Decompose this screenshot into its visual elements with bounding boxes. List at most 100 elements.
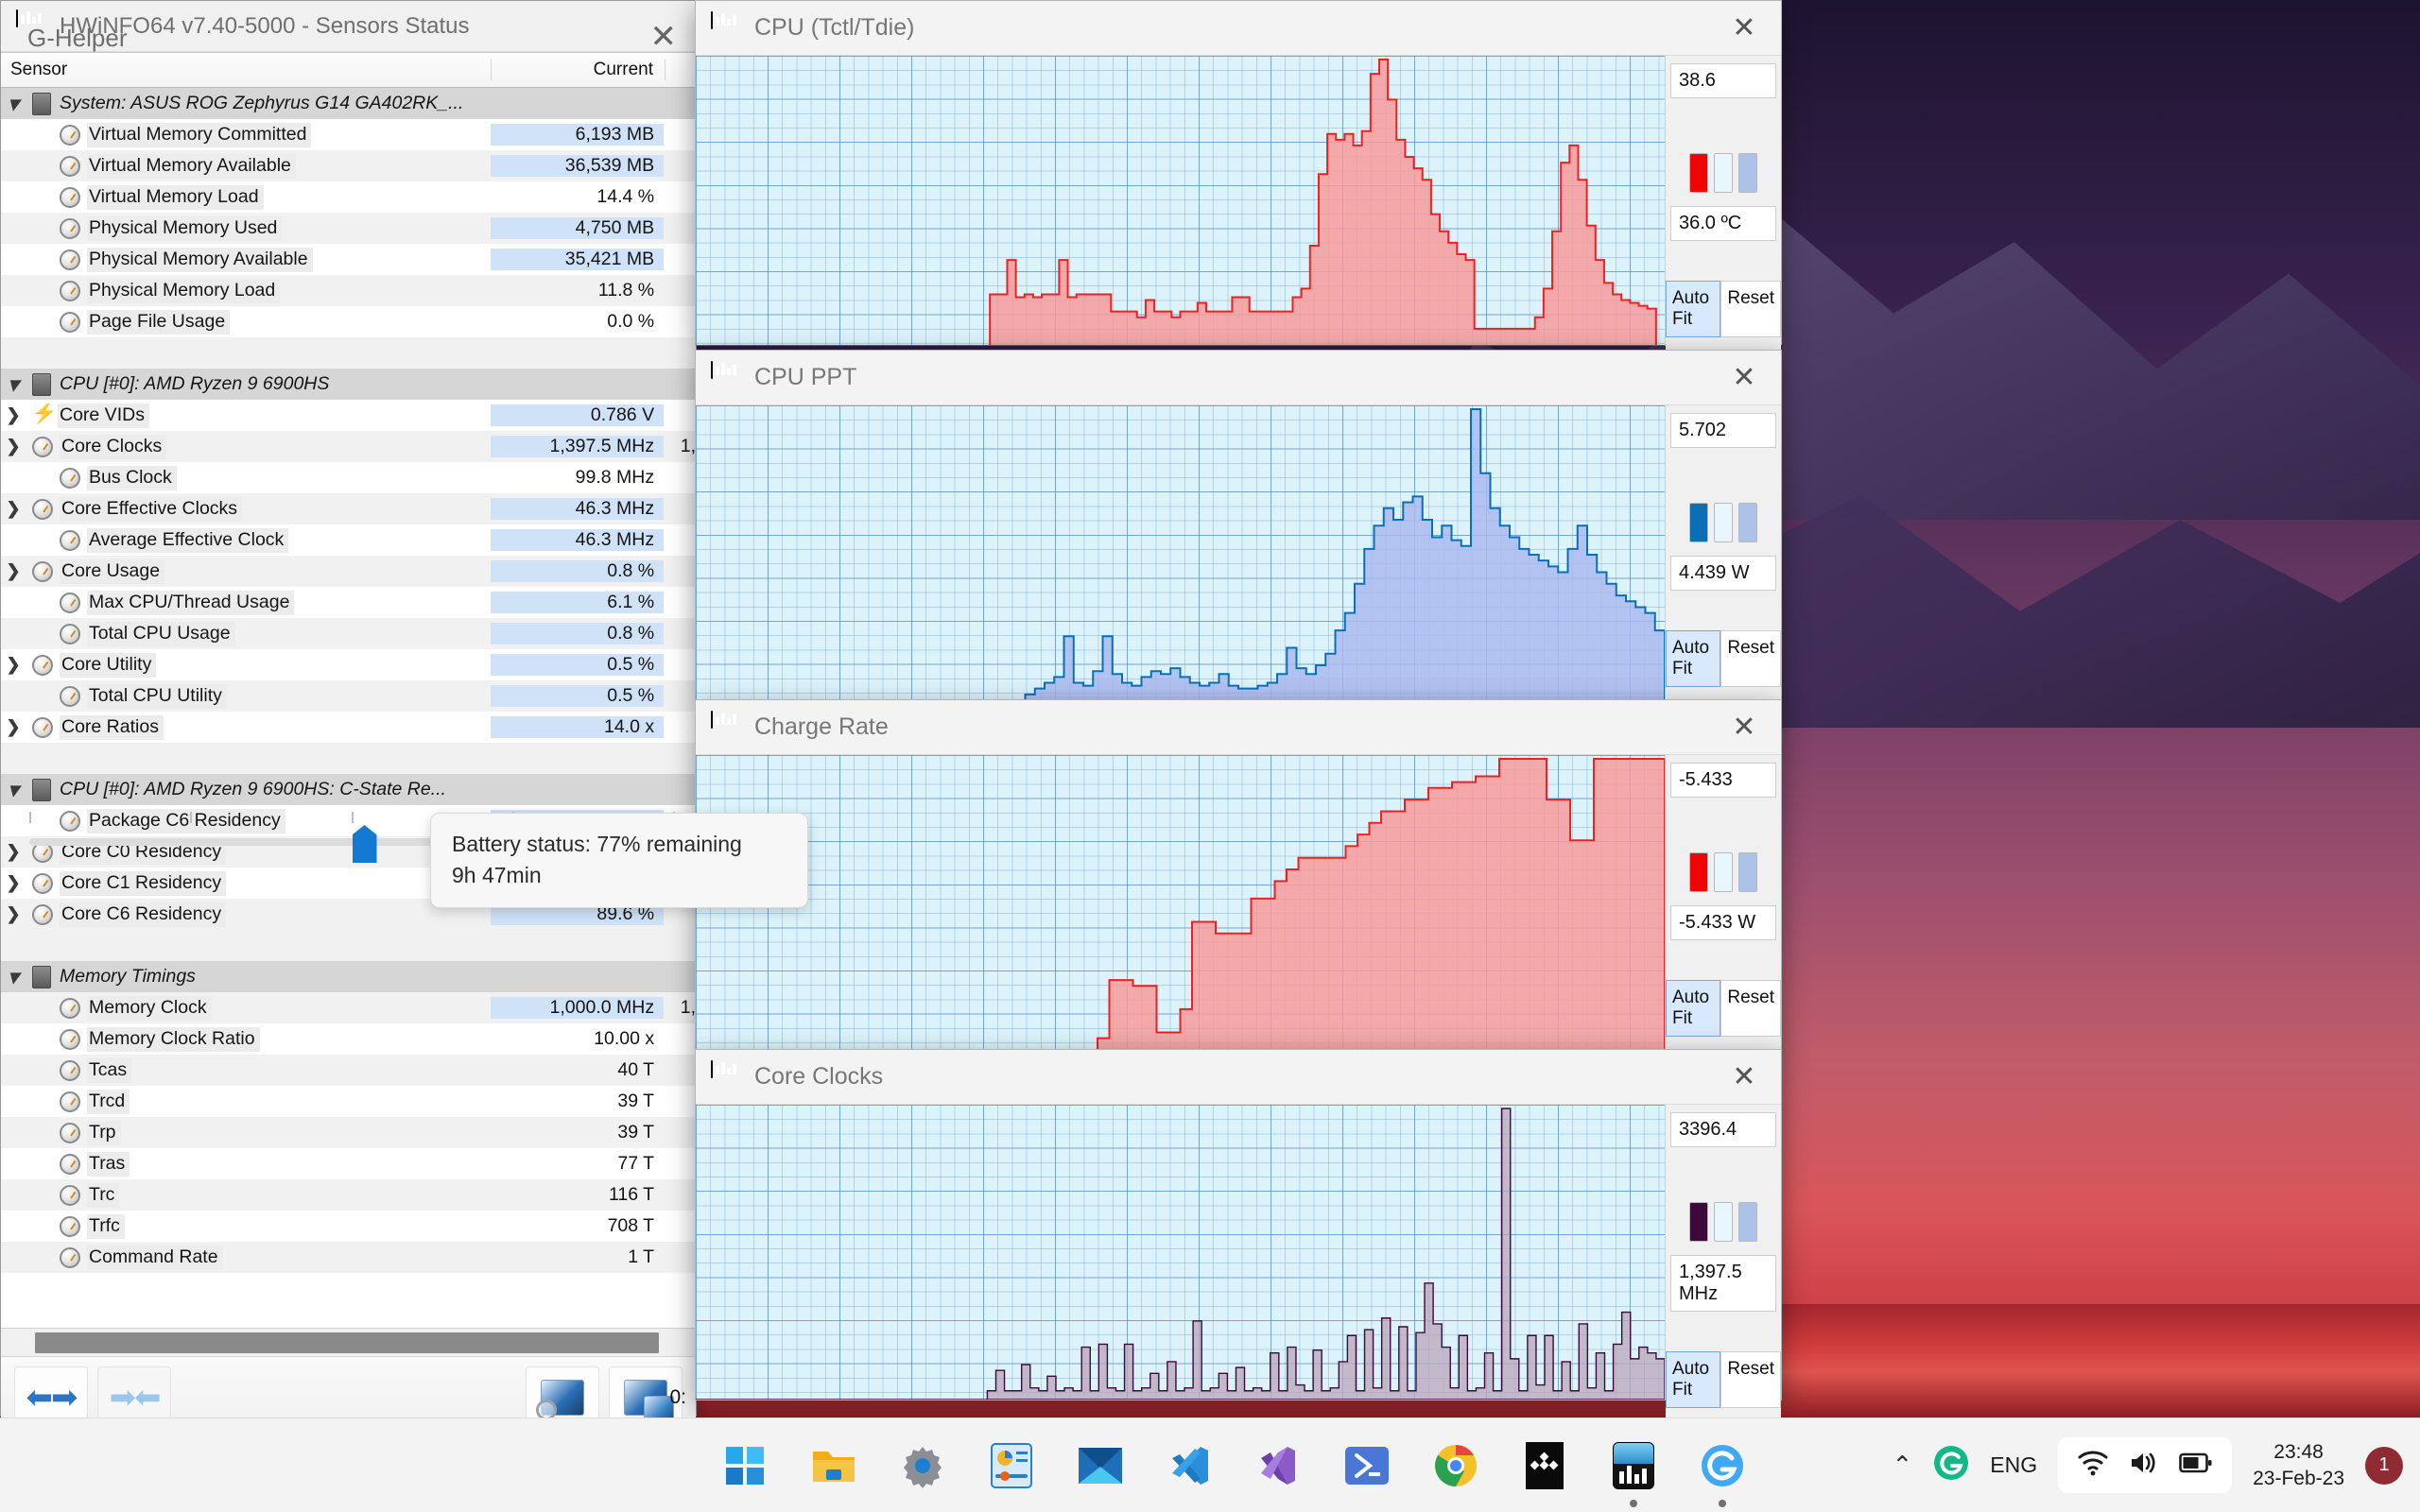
taskbar-system-tray[interactable]: ⌃ ENG [1892,1437,2403,1493]
hwinfo-sensors-window[interactable]: HWiNFO64 v7.40-5000 - Sensors Status Sen… [0,0,697,1437]
graph-swatches-2[interactable] [1689,852,1757,892]
graph-plot-2[interactable] [696,755,1666,1050]
hscrollbar-thumb[interactable] [35,1332,659,1353]
chevron-down-icon[interactable] [1,965,26,989]
sensor-row[interactable]: Core VIDs 0.786 V [1,400,696,431]
graph-buttons-0[interactable]: Auto Fit Reset [1666,281,1781,337]
battery-icon[interactable] [2179,1451,2213,1480]
chevron-right-icon[interactable] [1,904,26,924]
graph-buttons-3[interactable]: Auto Fit Reset [1666,1351,1781,1408]
visual-studio-icon[interactable] [1252,1439,1305,1492]
tray-quick-settings[interactable] [2058,1437,2233,1493]
graph-plot-0[interactable] [696,56,1666,346]
windows-start-icon[interactable] [718,1439,771,1492]
wifi-icon[interactable] [2077,1449,2109,1482]
series-color-swatch[interactable] [1689,1202,1708,1242]
chevron-right-icon[interactable] [1,405,26,425]
sensor-row[interactable]: Virtual Memory Load 14.4 % [1,181,696,213]
sensor-row[interactable]: Average Effective Clock 46.3 MHz [1,524,696,556]
grid-color-swatch[interactable] [1738,1202,1757,1242]
chevron-down-icon[interactable] [1,778,26,802]
speaker-icon[interactable] [2128,1449,2160,1482]
background-color-swatch[interactable] [1714,153,1733,193]
chevron-right-icon[interactable] [1,655,26,675]
graph-titlebar-1[interactable]: CPU PPT ✕ [696,351,1781,405]
auto-fit-button[interactable]: Auto Fit [1666,281,1721,337]
tidal-icon[interactable] [1518,1439,1571,1492]
close-icon[interactable]: ✕ [1732,1060,1756,1092]
graph-buttons-2[interactable]: Auto Fit Reset [1666,980,1781,1037]
ghelper-tray-icon[interactable] [1933,1445,1969,1486]
chevron-down-icon[interactable] [1,92,26,116]
hwinfo-titlebar[interactable]: HWiNFO64 v7.40-5000 - Sensors Status [1,1,696,52]
vscode-icon[interactable] [1163,1439,1216,1492]
graph-swatches-0[interactable] [1689,153,1757,193]
auto-fit-button[interactable]: Auto Fit [1666,1351,1721,1408]
grid-color-swatch[interactable] [1738,852,1757,892]
battery-charge-limit-slider[interactable] [29,812,675,868]
chevron-right-icon[interactable] [1,873,26,893]
sensor-row[interactable]: Trc 116 T [1,1179,696,1211]
column-header-current[interactable]: Current [492,60,666,80]
taskbar-clock[interactable]: 23:48 23-Feb-23 [2253,1439,2344,1491]
sensor-row[interactable]: Tras 77 T [1,1148,696,1179]
sensor-row[interactable]: Core Utility 0.5 % [1,649,696,680]
graph-plot-1[interactable] [696,405,1666,700]
series-color-swatch[interactable] [1689,852,1708,892]
sensor-row[interactable]: Max CPU/Thread Usage 6.1 % [1,587,696,618]
grid-color-swatch[interactable] [1738,503,1757,542]
sensor-row[interactable]: Physical Memory Load 11.8 % [1,275,696,306]
graph-window-core-clocks[interactable]: Core Clocks ✕ 3396.4 1,397.5 MHz Auto Fi… [695,1049,1782,1479]
sensor-row[interactable]: Trcd 39 T [1,1086,696,1117]
grammarly-icon[interactable] [1696,1439,1749,1507]
series-color-swatch[interactable] [1689,153,1708,193]
sensor-row[interactable]: Memory Clock 1,000.0 MHz 1, [1,992,696,1023]
powershell-icon[interactable] [1340,1439,1393,1492]
graph-swatches-1[interactable] [1689,503,1757,542]
close-icon[interactable]: ✕ [1732,711,1756,743]
sensor-row[interactable]: Core Ratios 14.0 x [1,712,696,743]
chevron-right-icon[interactable] [1,717,26,737]
sensor-row[interactable]: Total CPU Usage 0.8 % [1,618,696,649]
sensor-list-hscrollbar[interactable] [1,1328,696,1356]
grid-color-swatch[interactable] [1738,153,1757,193]
sensor-row[interactable]: Core C6 Residency 89.6 % [1,899,696,930]
sensor-group-row[interactable]: CPU [#0]: AMD Ryzen 9 6900HS [1,369,696,400]
collapse-all-button[interactable]: ➡⬅ [97,1366,171,1429]
sensor-row[interactable]: Core Clocks 1,397.5 MHz 1, [1,431,696,462]
settings-gear-icon[interactable] [896,1439,949,1492]
chevron-right-icon[interactable] [1,561,26,581]
chevron-right-icon[interactable] [1,437,26,456]
background-color-swatch[interactable] [1714,503,1733,542]
graph-buttons-1[interactable]: Auto Fit Reset [1666,630,1781,687]
background-color-swatch[interactable] [1714,1202,1733,1242]
graph-window-cpu-ppt[interactable]: CPU PPT ✕ 5.702 4.439 W Auto Fit Reset 4… [695,350,1782,758]
close-icon[interactable]: ✕ [1732,361,1756,393]
sensor-row[interactable]: Total CPU Utility 0.5 % [1,680,696,712]
series-color-swatch[interactable] [1689,503,1708,542]
reset-button[interactable]: Reset [1720,281,1781,337]
reset-button[interactable]: Reset [1720,630,1781,687]
sensor-row[interactable]: Core Effective Clocks 46.3 MHz [1,493,696,524]
graph-swatches-3[interactable] [1689,1202,1757,1242]
sensor-row[interactable]: Tcas 40 T [1,1055,696,1086]
hwinfo-icon[interactable] [1607,1439,1660,1507]
windows-taskbar[interactable]: ⌃ ENG [0,1418,2420,1512]
sensor-row[interactable]: Physical Memory Used 4,750 MB [1,213,696,244]
sensor-row[interactable]: Virtual Memory Committed 6,193 MB [1,119,696,150]
chevron-up-icon[interactable]: ⌃ [1892,1451,1913,1479]
sensor-row[interactable]: Core Usage 0.8 % [1,556,696,587]
chevron-right-icon[interactable] [1,842,26,862]
graph-window-cpu-tctl-tdie[interactable]: CPU (Tctl/Tdie) ✕ 38.6 36.0 ºC Auto Fit … [695,0,1782,408]
reset-button[interactable]: Reset [1720,980,1781,1037]
sensor-row[interactable]: Command Rate 1 T [1,1242,696,1273]
ghelper-titlebar[interactable]: G-Helper ✕ [1,1,703,75]
chevron-right-icon[interactable] [1,499,26,519]
background-color-swatch[interactable] [1714,852,1733,892]
sensor-group-row[interactable]: Memory Timings [1,961,696,992]
sensor-row[interactable]: Bus Clock 99.8 MHz [1,462,696,493]
chevron-down-icon[interactable] [1,372,26,397]
sensor-group-row[interactable]: System: ASUS ROG Zephyrus G14 GA402RK_..… [1,88,696,119]
reset-button[interactable]: Reset [1720,1351,1781,1408]
close-icon[interactable]: ✕ [1732,11,1756,43]
